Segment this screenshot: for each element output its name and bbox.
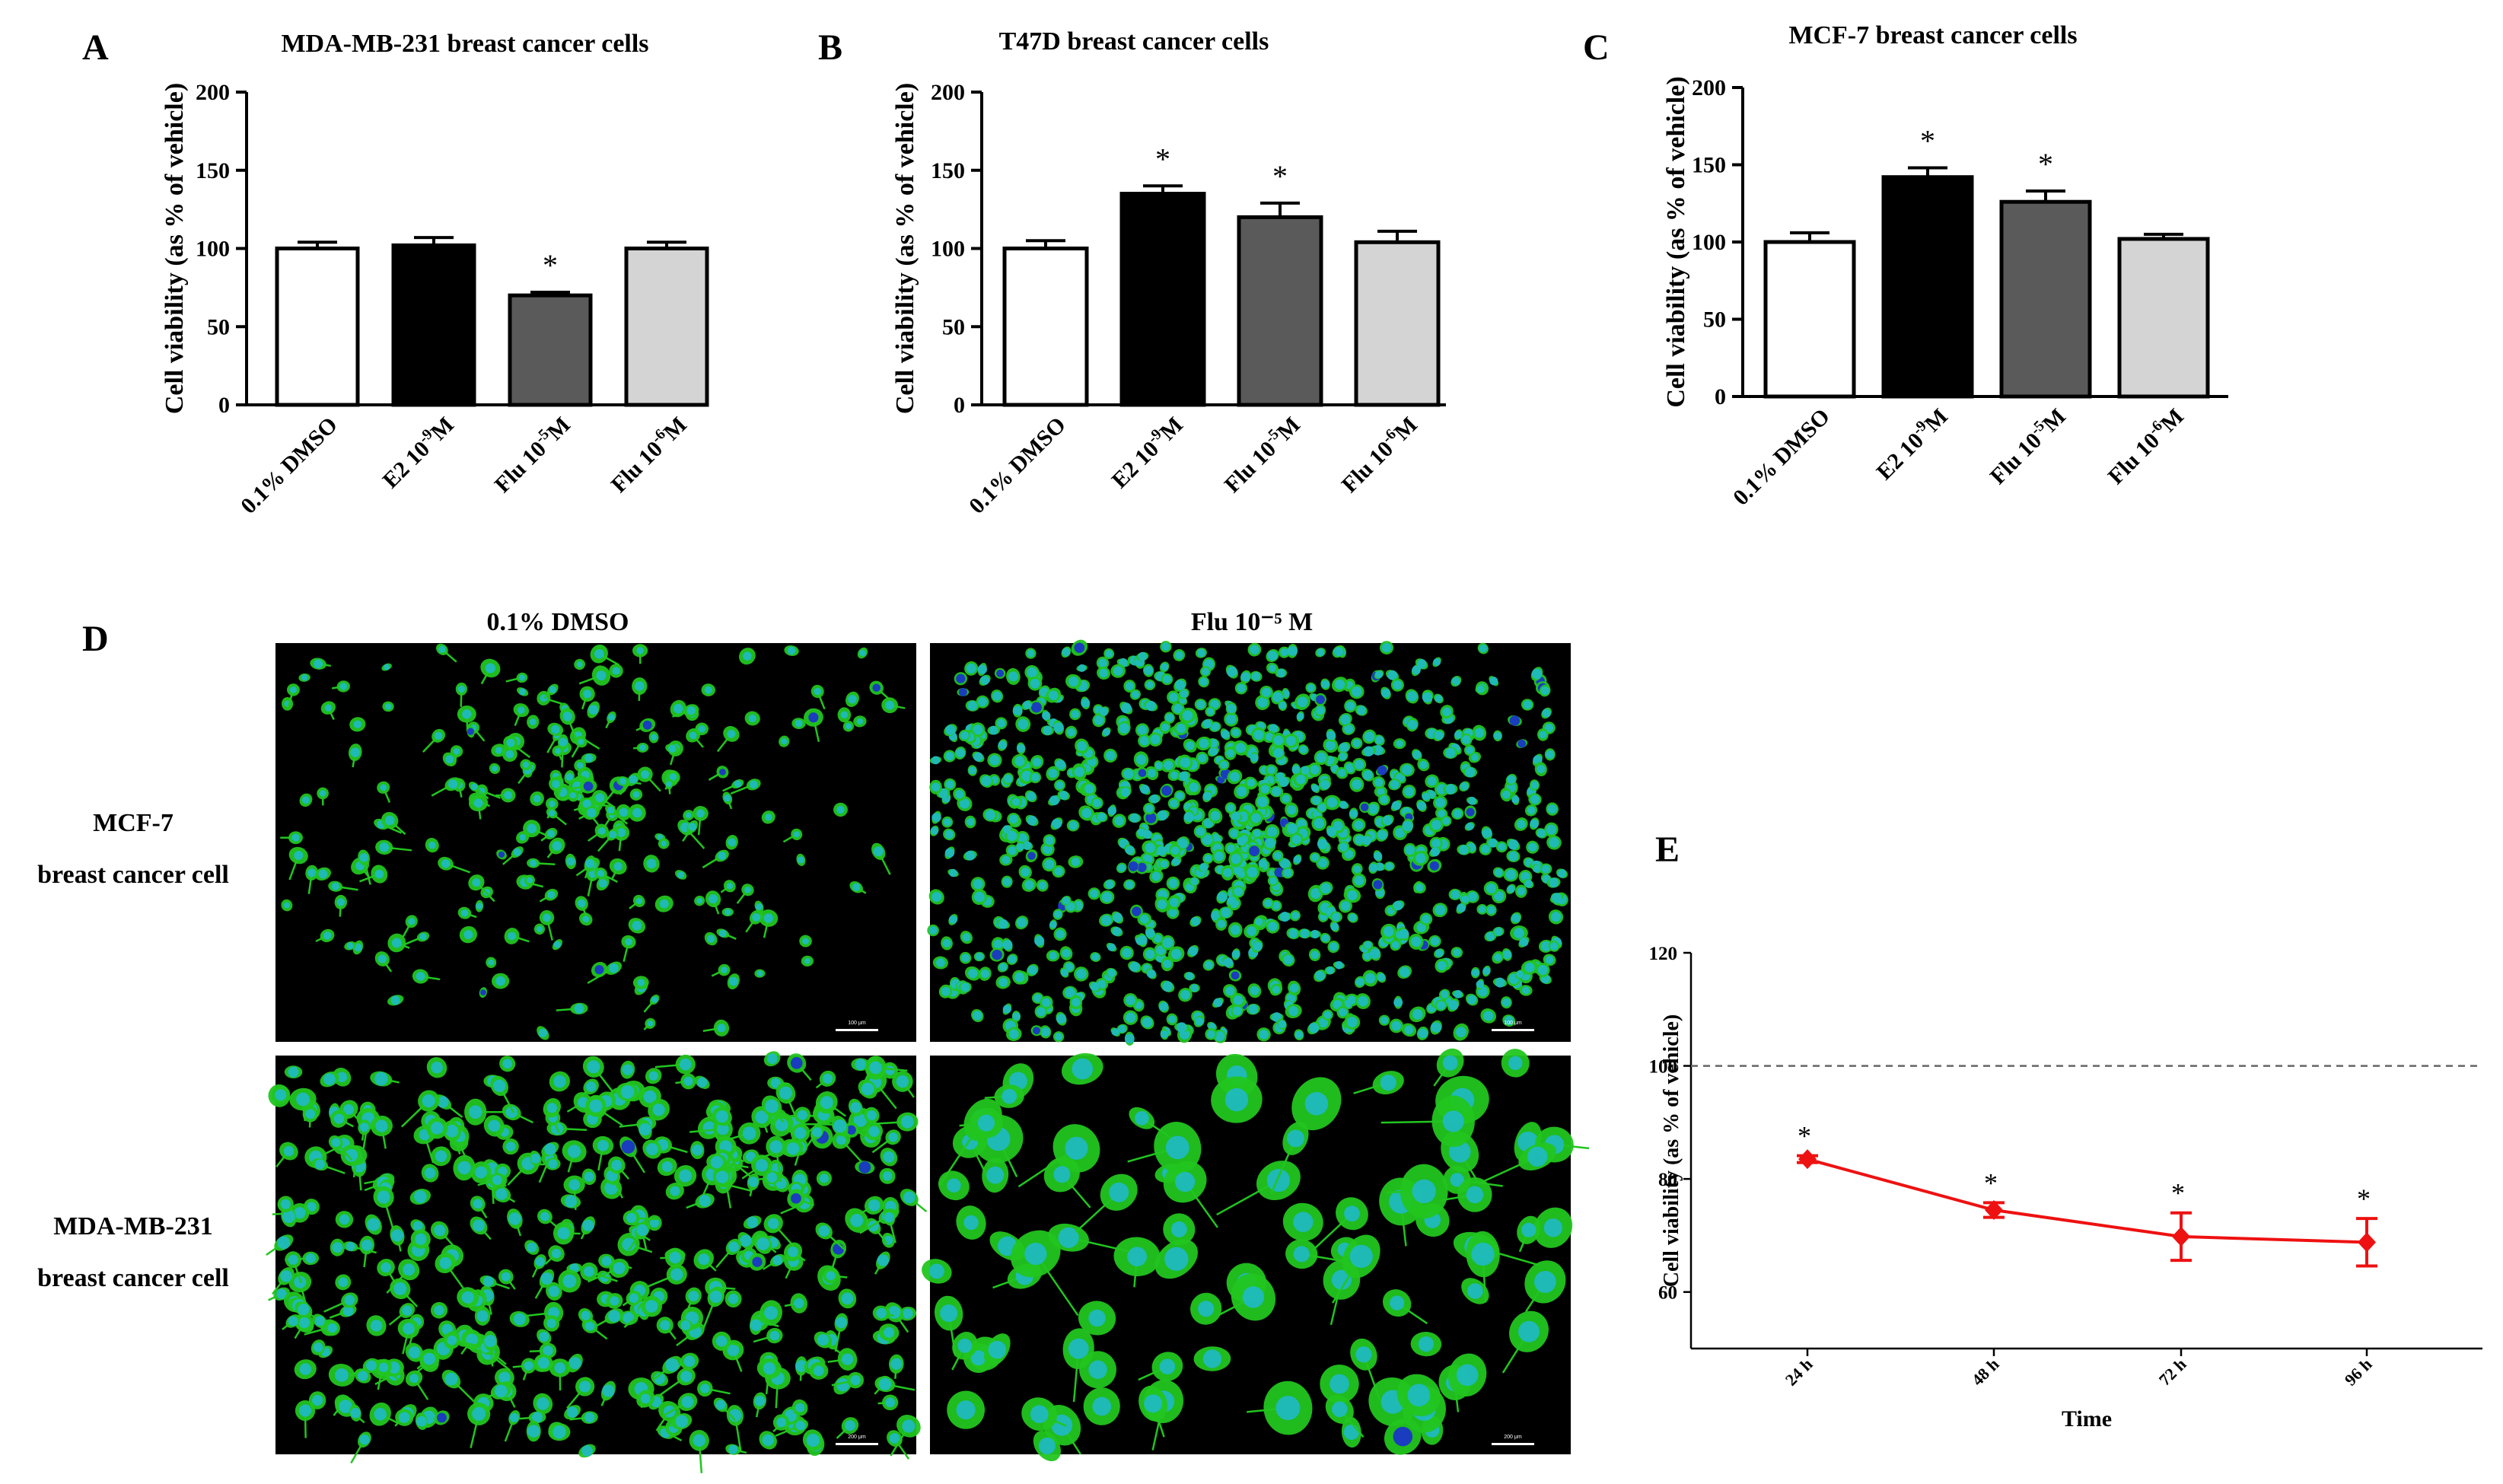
data-point (1798, 1149, 1817, 1170)
y-tick-label: 200 (196, 80, 230, 105)
significance-marker: * (543, 248, 558, 282)
panel-label-c: C (1583, 27, 1610, 68)
chart-title: T47D breast cancer cells (999, 27, 1269, 56)
y-tick-label: 150 (196, 158, 230, 183)
y-tick-label: 60 (1658, 1283, 1677, 1304)
bar-flu-10-m (1237, 215, 1323, 407)
bar-0-1-dmso (1763, 240, 1856, 399)
y-tick-label: 100 (1649, 1057, 1678, 1078)
y-tick-label: 0 (218, 393, 230, 418)
bar-flu-10-m (508, 293, 593, 407)
micrograph-mda-dmso: 200 μm (266, 1051, 928, 1473)
data-point (1985, 1200, 2003, 1220)
bar-flu-10-m (2117, 237, 2210, 399)
micrograph-row-label-mcf7-line2: breast cancer cell (37, 861, 229, 889)
significance-marker: * (1920, 124, 1935, 158)
bar-0-1-dmso (275, 247, 360, 407)
y-axis-label: Cell viability (as % of vehicle) (1660, 1014, 1683, 1288)
chart-title: MDA-MB-231 breast cancer cells (281, 30, 648, 58)
significance-marker: * (2357, 1183, 2371, 1214)
y-tick-label: 50 (207, 314, 230, 339)
scale-bar-label-mcf7-dmso: 100 μm (848, 1021, 866, 1026)
bar-e2-10-m (1119, 192, 1206, 407)
micrograph-row-label-mcf7-line1: MCF-7 (93, 809, 174, 837)
y-tick-label: 0 (1715, 384, 1726, 409)
panel-label-d: D (82, 619, 109, 659)
y-tick-label: 100 (1692, 230, 1726, 255)
y-axis-label: Cell viability (as % of vehicle) (161, 83, 189, 414)
y-tick-label: 0 (954, 393, 965, 418)
y-tick-label: 50 (942, 314, 965, 339)
scale-bar-label-mcf7-flu: 100 μm (1504, 1021, 1522, 1026)
bar-0-1-dmso (1002, 247, 1089, 407)
significance-marker: * (1155, 142, 1170, 176)
scale-bar-label-mda-dmso: 200 μm (848, 1435, 866, 1440)
y-tick-label: 80 (1658, 1170, 1677, 1190)
x-axis-label: Time (2062, 1406, 2112, 1431)
panel-label-a: A (82, 27, 109, 68)
y-axis-label: Cell viability (as % of vehicle) (891, 83, 919, 414)
significance-marker: * (2038, 147, 2053, 181)
micrograph-mcf7-dmso: 100 μm (275, 643, 916, 1042)
panel-label-b: B (818, 27, 842, 68)
y-axis-label: Cell viability (as % of vehicle) (1662, 76, 1690, 407)
y-tick-label: 200 (931, 80, 965, 105)
significance-marker: * (1272, 159, 1288, 193)
chart-title: MCF-7 breast cancer cells (1788, 21, 2077, 49)
micrograph-row-label-mda-line1: MDA-MB-231 (53, 1212, 213, 1240)
y-tick-label: 50 (1703, 307, 1726, 333)
y-tick-label: 150 (931, 158, 965, 183)
significance-marker: * (1798, 1121, 1811, 1151)
y-tick-label: 100 (931, 237, 965, 262)
significance-marker: * (2171, 1178, 2185, 1209)
micrograph-column-label-flu: Flu 10⁻⁵ M (1191, 608, 1313, 636)
micrograph-column-label-dmso: 0.1% DMSO (487, 608, 629, 636)
bar-flu-10-m (624, 247, 709, 407)
panel-label-e: E (1655, 830, 1680, 870)
y-tick-label: 100 (196, 237, 230, 262)
data-point (2172, 1226, 2190, 1247)
scale-bar-label-mda-flu: 200 μm (1504, 1435, 1522, 1440)
bar-flu-10-m (1999, 199, 2092, 399)
bar-e2-10-m (391, 243, 476, 407)
data-point (2358, 1232, 2376, 1253)
micrograph-row-label-mda-line2: breast cancer cell (37, 1264, 229, 1292)
micrograph-mda-flu: 200 μm (922, 1048, 1590, 1462)
y-tick-label: 200 (1692, 75, 1726, 100)
micrograph-mcf7-flu: 100 μm (927, 639, 1571, 1046)
bar-e2-10-m (1881, 175, 1974, 399)
y-tick-label: 150 (1692, 153, 1726, 178)
bar-flu-10-m (1354, 240, 1441, 407)
y-tick-label: 120 (1649, 944, 1678, 964)
significance-marker: * (1984, 1167, 1998, 1198)
series-line (1807, 1158, 2368, 1244)
